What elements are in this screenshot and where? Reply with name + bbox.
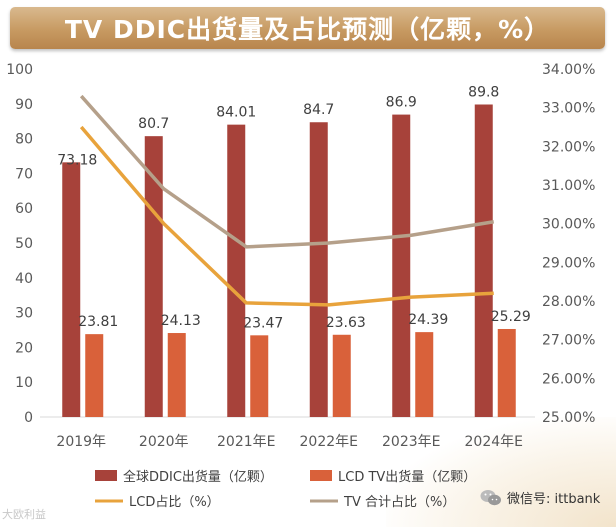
left-axis-tick-label: 30 — [15, 306, 33, 322]
x-axis-tick-label: 2020年 — [139, 434, 189, 450]
data-label-ddic: 73.18 — [57, 152, 97, 168]
right-axis-tick-label: 32.00% — [542, 139, 595, 155]
left-axis-tick-label: 80 — [15, 132, 33, 148]
left-axis-tick-label: 60 — [15, 201, 33, 217]
left-axis-tick-label: 100 — [6, 62, 33, 78]
bar-ddic — [62, 162, 81, 417]
data-label-lcd-tv: 25.29 — [491, 309, 531, 325]
right-axis-tick-label: 30.00% — [542, 217, 595, 233]
left-axis-tick-label: 20 — [15, 340, 33, 356]
bar-lcd-tv — [332, 334, 351, 417]
watermark-right: 微信号: ittbank — [480, 488, 600, 507]
right-axis-tick-label: 33.00% — [542, 101, 595, 117]
right-axis-tick-label: 25.00% — [542, 410, 595, 426]
right-axis-tick-label: 28.00% — [542, 294, 595, 310]
left-axis-tick-label: 50 — [15, 236, 33, 252]
data-label-ddic: 84.7 — [303, 102, 334, 118]
left-axis-tick-label: 90 — [15, 97, 33, 113]
x-axis-tick-label: 2021年E — [217, 434, 275, 450]
watermark-left: 大欧利益 — [2, 508, 46, 521]
legend-label: LCD TV出货量（亿颗） — [338, 469, 476, 485]
legend-label: 全球DDIC出货量（亿颗） — [123, 469, 273, 485]
data-label-ddic: 80.7 — [138, 116, 169, 132]
bar-ddic — [392, 114, 411, 417]
bar-lcd-tv — [497, 328, 516, 417]
x-axis-tick-label: 2024年E — [465, 434, 523, 450]
left-axis-tick-label: 10 — [15, 375, 33, 391]
x-axis-tick-label: 2023年E — [382, 434, 440, 450]
wechat-icon — [480, 489, 502, 507]
data-label-ddic: 89.8 — [468, 84, 499, 100]
right-axis-tick-label: 31.00% — [542, 178, 595, 194]
data-label-lcd-tv: 24.13 — [161, 313, 201, 329]
legend-label: TV 合计占比（%） — [343, 495, 455, 510]
bar-lcd-tv — [415, 332, 434, 417]
x-axis-tick-label: 2022年E — [300, 434, 358, 450]
data-label-lcd-tv: 24.39 — [408, 312, 448, 328]
right-axis-tick-label: 26.00% — [542, 371, 595, 387]
bar-lcd-tv — [167, 333, 186, 417]
data-label-ddic: 84.01 — [216, 105, 256, 121]
data-label-lcd-tv: 23.81 — [78, 314, 118, 330]
line-lcd-share — [79, 125, 494, 307]
data-label-lcd-tv: 23.47 — [243, 315, 283, 331]
data-label-lcd-tv: 23.63 — [326, 315, 366, 331]
chart-title-banner: TV DDIC出货量及占比预测（亿颗，%） — [10, 7, 605, 49]
wechat-id: 微信号: ittbank — [507, 492, 601, 507]
left-axis-tick-label: 70 — [15, 166, 33, 182]
left-axis-tick-label: 40 — [15, 271, 33, 287]
line-tv-total-share — [79, 94, 495, 249]
legend-swatch — [95, 470, 117, 481]
bar-ddic — [474, 104, 493, 417]
legend-label: LCD占比（%） — [129, 495, 220, 510]
data-label-ddic: 86.9 — [386, 95, 417, 111]
bar-lcd-tv — [85, 334, 104, 417]
bar-ddic — [227, 124, 246, 417]
right-axis-tick-label: 27.00% — [542, 333, 595, 349]
x-axis-tick-label: 2019年 — [56, 434, 106, 450]
right-axis-tick-label: 29.00% — [542, 255, 595, 271]
chart-title: TV DDIC出货量及占比预测（亿颗，%） — [64, 15, 551, 44]
right-axis-tick-label: 34.00% — [542, 62, 595, 78]
bar-ddic — [309, 122, 328, 417]
legend-swatch — [310, 470, 332, 481]
bar-lcd-tv — [250, 335, 269, 417]
left-axis-tick-label: 0 — [24, 410, 33, 426]
